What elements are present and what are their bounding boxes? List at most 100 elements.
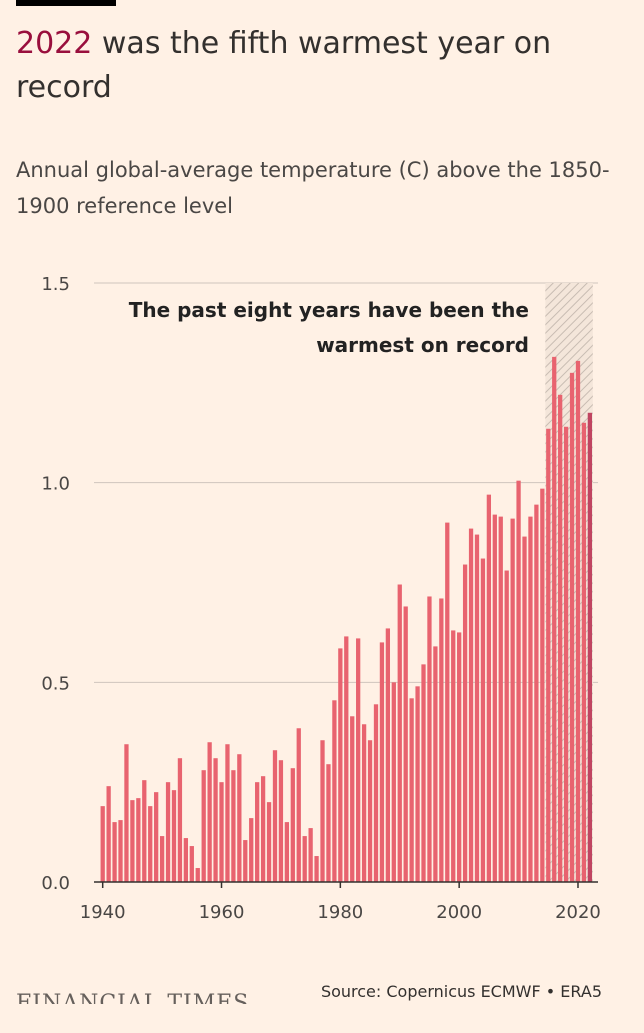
bar xyxy=(486,494,492,882)
bar xyxy=(563,426,569,882)
bar xyxy=(106,786,111,882)
bar xyxy=(516,480,521,882)
bar xyxy=(326,764,331,882)
bar xyxy=(498,516,503,882)
bar xyxy=(290,768,295,882)
bar xyxy=(492,514,497,882)
bar xyxy=(249,818,254,882)
x-tick-label: 1940 xyxy=(80,902,126,923)
ft-logo-text: FINANCIAL TIMES xyxy=(16,991,250,1004)
bar xyxy=(356,638,361,882)
bar xyxy=(540,488,545,882)
bar xyxy=(462,564,468,882)
bar xyxy=(510,518,515,882)
ft-logo: FINANCIAL TIMES xyxy=(16,986,249,1004)
y-tick-label: 1.5 xyxy=(41,274,70,295)
bar xyxy=(201,770,206,882)
bar xyxy=(361,724,367,882)
source-note: Source: Copernicus ECMWF • ERA5 xyxy=(320,982,602,1001)
bar xyxy=(308,828,313,882)
bar xyxy=(272,750,278,882)
bar xyxy=(367,740,373,882)
x-tick-label: 1960 xyxy=(199,902,245,923)
bar xyxy=(350,716,355,882)
chart-title: 2022 was the fifth warmest year on recor… xyxy=(16,22,616,110)
bar xyxy=(344,636,349,882)
bar xyxy=(219,782,224,882)
bar xyxy=(534,504,539,882)
bar xyxy=(587,412,593,882)
title-highlight-year: 2022 xyxy=(16,26,93,61)
chart-subtitle: Annual global-average temperature (C) ab… xyxy=(16,158,610,218)
bar xyxy=(231,770,236,882)
bar xyxy=(237,754,242,882)
bar xyxy=(255,782,260,882)
bar xyxy=(385,628,391,882)
bar xyxy=(320,740,325,882)
bar xyxy=(118,820,123,882)
bar xyxy=(225,744,230,882)
bar xyxy=(124,744,129,882)
bar xyxy=(439,598,444,882)
bar xyxy=(260,776,266,882)
bar xyxy=(243,840,248,882)
bar xyxy=(183,838,189,882)
bar xyxy=(451,630,456,882)
bar xyxy=(504,570,509,882)
x-tick-label: 2020 xyxy=(555,902,601,923)
y-tick-label: 0.5 xyxy=(41,673,70,694)
bar xyxy=(468,528,474,882)
annotation-line-2: warmest on record xyxy=(316,333,529,357)
bar xyxy=(480,558,486,882)
x-tick-label: 1980 xyxy=(317,902,363,923)
bar xyxy=(207,742,212,882)
bar xyxy=(112,822,117,882)
bar xyxy=(266,802,272,882)
bar xyxy=(445,522,450,882)
bar xyxy=(332,700,337,882)
bar xyxy=(177,758,183,882)
bar xyxy=(409,698,414,882)
bar xyxy=(213,758,218,882)
bar xyxy=(338,648,343,882)
bar xyxy=(379,642,385,882)
brand-bar xyxy=(16,0,116,6)
bar xyxy=(558,394,563,882)
bar xyxy=(142,780,147,882)
bar xyxy=(373,704,379,882)
y-tick-label: 1.0 xyxy=(41,474,70,495)
bar xyxy=(575,360,581,882)
bar xyxy=(189,846,194,882)
bar xyxy=(159,836,165,882)
bar xyxy=(427,596,432,882)
bar xyxy=(522,536,527,882)
x-tick-label: 2000 xyxy=(436,902,482,923)
bar xyxy=(314,856,319,882)
bar xyxy=(302,836,307,882)
bar xyxy=(433,646,438,882)
temperature-bar-chart: 0.0 0.5 1.0 1.5 1940 1960 1980 2000 2020 The pa… xyxy=(41,274,601,923)
bar xyxy=(296,728,301,882)
bar xyxy=(136,798,141,882)
bar xyxy=(528,516,533,882)
bar xyxy=(474,534,480,882)
bar xyxy=(278,760,284,882)
bars xyxy=(100,356,593,882)
bar xyxy=(397,584,402,882)
bar xyxy=(100,806,105,882)
bar xyxy=(284,822,290,882)
bar xyxy=(421,664,426,882)
bar xyxy=(415,686,420,882)
bar xyxy=(391,682,396,882)
bar xyxy=(552,356,557,882)
bar xyxy=(546,428,551,882)
y-tick-label: 0.0 xyxy=(41,873,70,894)
bar xyxy=(171,790,177,882)
bar xyxy=(195,868,200,882)
bar xyxy=(154,792,159,882)
bar xyxy=(130,800,135,882)
title-text: was the fifth warmest year on record xyxy=(16,26,552,105)
bar xyxy=(457,632,462,882)
annotation-line-1: The past eight years have been the xyxy=(129,298,529,322)
bar xyxy=(148,806,153,882)
